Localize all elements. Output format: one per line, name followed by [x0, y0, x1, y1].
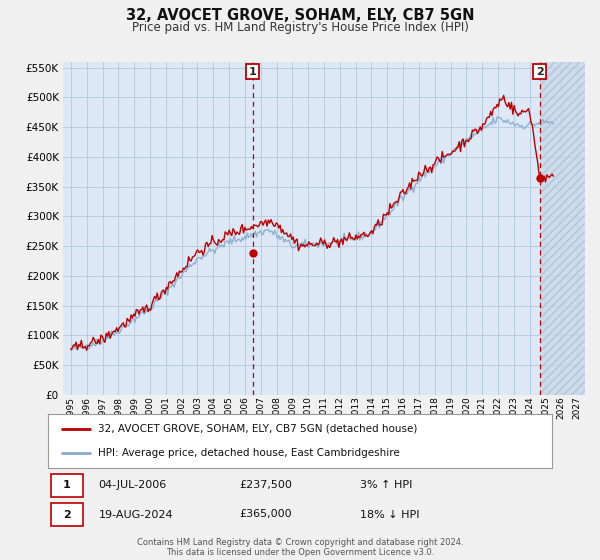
Bar — [539, 62, 585, 395]
Text: 19-AUG-2024: 19-AUG-2024 — [98, 510, 173, 520]
Text: 04-JUL-2006: 04-JUL-2006 — [98, 480, 167, 490]
Text: HPI: Average price, detached house, East Cambridgeshire: HPI: Average price, detached house, East… — [98, 448, 400, 458]
Text: 2: 2 — [536, 67, 544, 77]
FancyBboxPatch shape — [50, 503, 83, 526]
Text: 18% ↓ HPI: 18% ↓ HPI — [361, 510, 420, 520]
FancyBboxPatch shape — [50, 474, 83, 497]
Text: This data is licensed under the Open Government Licence v3.0.: This data is licensed under the Open Gov… — [166, 548, 434, 557]
Text: 32, AVOCET GROVE, SOHAM, ELY, CB7 5GN: 32, AVOCET GROVE, SOHAM, ELY, CB7 5GN — [126, 8, 474, 24]
Text: 1: 1 — [63, 480, 71, 490]
Text: £365,000: £365,000 — [239, 510, 292, 520]
Text: 1: 1 — [249, 67, 257, 77]
Text: £237,500: £237,500 — [239, 480, 292, 490]
Text: 32, AVOCET GROVE, SOHAM, ELY, CB7 5GN (detached house): 32, AVOCET GROVE, SOHAM, ELY, CB7 5GN (d… — [98, 424, 418, 434]
Text: 3% ↑ HPI: 3% ↑ HPI — [361, 480, 413, 490]
Text: Contains HM Land Registry data © Crown copyright and database right 2024.: Contains HM Land Registry data © Crown c… — [137, 538, 463, 547]
Text: 2: 2 — [63, 510, 71, 520]
Text: Price paid vs. HM Land Registry's House Price Index (HPI): Price paid vs. HM Land Registry's House … — [131, 21, 469, 34]
